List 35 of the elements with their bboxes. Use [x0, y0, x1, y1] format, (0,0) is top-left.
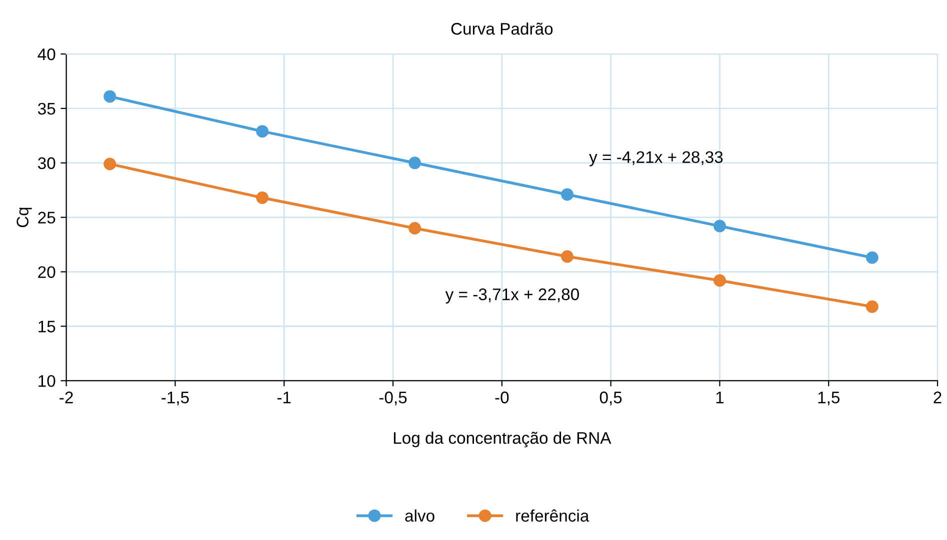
- x-tick-label: 1: [716, 392, 724, 404]
- y-tick-label: 40: [38, 48, 56, 60]
- y-axis-title: Cq: [16, 208, 32, 228]
- x-tick-label: -0,5: [379, 392, 407, 406]
- x-tick-label: -0: [495, 392, 509, 404]
- x-tick-label: 2: [934, 392, 942, 404]
- point: [408, 222, 422, 234]
- y-tick-label: 35: [38, 102, 56, 115]
- point: [713, 274, 726, 287]
- chart-title: Curva Padrão: [451, 22, 553, 35]
- x-axis-title: Log da concentração de RNA: [394, 432, 612, 448]
- y-tick-label: 20: [38, 266, 56, 278]
- point: [104, 90, 116, 103]
- point: [866, 300, 878, 313]
- y-tick-label: 15: [38, 320, 56, 332]
- y-tick-label: 10: [38, 375, 56, 387]
- legend-label: referência: [516, 509, 590, 522]
- point: [561, 250, 574, 263]
- point: [104, 158, 116, 170]
- legend-label: alvo: [405, 509, 434, 522]
- x-tick-label: -1: [277, 392, 291, 404]
- x-tick-label: -1,5: [162, 392, 189, 406]
- point: [408, 156, 422, 170]
- x-tick-label: 1,5: [818, 392, 840, 406]
- point: [256, 125, 269, 138]
- x-tick-label: 0,5: [600, 392, 622, 406]
- point: [713, 220, 726, 232]
- point: [866, 251, 878, 264]
- x-tick-label: -2: [60, 392, 73, 404]
- annotation: y = -3,71x + 22,80: [445, 288, 579, 304]
- annotation: y = -4,21x + 28,33: [589, 151, 723, 166]
- y-tick-label: 30: [38, 157, 56, 170]
- y-tick-label: 25: [38, 212, 56, 224]
- point: [561, 188, 574, 201]
- point: [256, 192, 269, 204]
